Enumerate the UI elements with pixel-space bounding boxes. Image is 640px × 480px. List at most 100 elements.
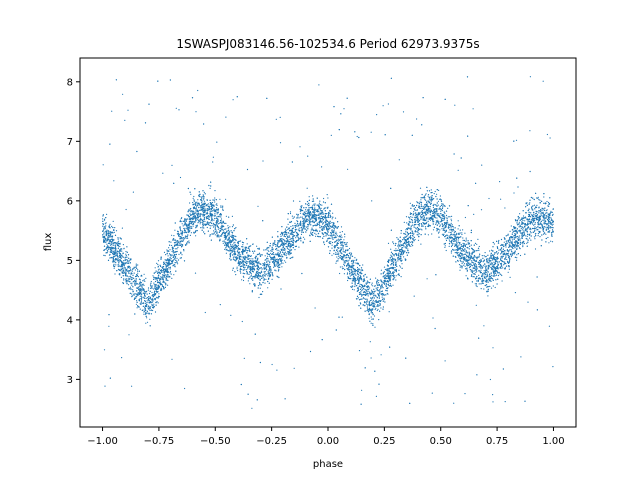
data-point	[136, 287, 138, 289]
data-point	[511, 233, 513, 235]
data-point	[488, 286, 490, 288]
data-point	[347, 168, 349, 170]
data-point	[444, 246, 446, 248]
data-point	[335, 251, 337, 253]
data-point	[490, 249, 493, 251]
data-point	[403, 221, 405, 223]
data-point	[422, 205, 424, 207]
data-point	[331, 235, 333, 237]
data-point	[389, 259, 391, 261]
data-point	[304, 238, 306, 240]
data-point	[403, 238, 405, 240]
data-point	[417, 239, 420, 241]
data-point	[427, 234, 429, 236]
data-point	[327, 197, 329, 199]
data-point	[281, 266, 283, 268]
data-point	[500, 273, 502, 276]
data-point	[397, 260, 399, 262]
data-point	[400, 276, 402, 278]
data-point	[314, 307, 316, 309]
data-point	[465, 237, 467, 239]
data-point	[371, 299, 373, 301]
data-point	[119, 245, 121, 248]
data-point	[247, 268, 249, 270]
data-point	[278, 249, 280, 251]
data-point	[403, 250, 405, 252]
data-point	[331, 244, 333, 246]
data-point	[461, 262, 463, 265]
data-point	[507, 271, 509, 273]
data-point	[374, 290, 376, 292]
data-point	[473, 270, 475, 272]
data-point	[398, 269, 400, 271]
data-point	[293, 367, 295, 369]
data-point	[287, 237, 289, 239]
data-point	[482, 282, 484, 284]
data-point	[456, 232, 458, 234]
data-point	[342, 247, 344, 249]
data-point	[439, 225, 441, 228]
data-point	[390, 248, 392, 250]
data-point	[249, 283, 251, 285]
data-point	[516, 247, 518, 249]
data-point	[128, 334, 130, 336]
data-point	[135, 263, 137, 265]
data-point	[220, 226, 222, 228]
data-point	[354, 283, 356, 285]
data-point	[338, 235, 341, 237]
data-point	[422, 207, 424, 209]
data-point	[545, 229, 547, 231]
data-point	[168, 247, 170, 249]
data-point	[450, 220, 453, 222]
data-point	[356, 258, 358, 260]
data-point	[496, 259, 498, 261]
data-point	[154, 277, 156, 279]
data-point	[299, 237, 301, 240]
data-point	[257, 285, 260, 287]
data-point	[511, 241, 513, 243]
data-point	[483, 288, 485, 290]
data-point	[229, 258, 231, 260]
data-point	[382, 272, 384, 274]
data-point	[308, 196, 310, 198]
data-point	[137, 276, 139, 278]
data-point	[382, 281, 384, 283]
data-point	[129, 288, 131, 290]
data-point	[526, 242, 528, 244]
data-point	[500, 198, 502, 200]
data-point	[171, 247, 174, 249]
data-point	[109, 227, 111, 229]
data-point	[407, 248, 409, 250]
data-point	[493, 266, 495, 268]
data-point	[246, 261, 248, 263]
data-point	[237, 243, 239, 245]
data-point	[482, 264, 484, 266]
data-point	[370, 131, 372, 133]
data-point	[413, 225, 415, 227]
data-point	[390, 276, 392, 278]
data-point	[166, 249, 168, 251]
data-point	[281, 239, 283, 241]
data-point	[489, 285, 491, 287]
data-point	[371, 297, 373, 299]
data-point	[414, 215, 416, 217]
data-point	[383, 266, 386, 268]
data-point	[214, 217, 216, 220]
data-point	[244, 250, 246, 252]
data-point	[243, 268, 246, 270]
data-point	[473, 259, 475, 261]
data-point	[333, 237, 335, 239]
data-point	[438, 189, 440, 191]
data-point	[114, 227, 116, 229]
data-point	[399, 243, 401, 245]
data-point	[516, 257, 518, 259]
data-point	[221, 228, 223, 231]
data-point	[225, 222, 227, 224]
data-point	[173, 235, 175, 237]
data-point	[507, 240, 509, 242]
data-point	[184, 221, 186, 223]
data-point	[376, 279, 379, 281]
data-point	[516, 245, 518, 248]
data-point	[259, 279, 261, 281]
data-point	[503, 244, 505, 246]
